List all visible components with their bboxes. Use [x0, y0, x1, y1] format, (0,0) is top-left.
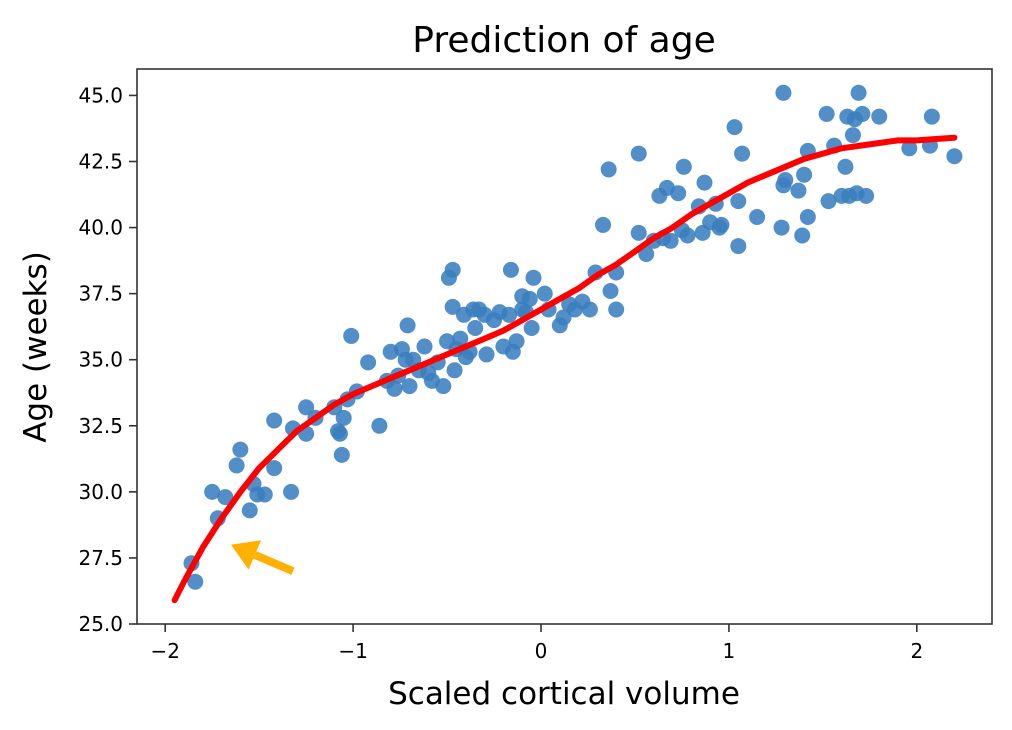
scatter-point: [256, 486, 273, 503]
scatter-point: [799, 209, 816, 225]
scatter-point: [444, 261, 461, 278]
scatter-point: [331, 425, 348, 442]
scatter-point: [502, 261, 519, 278]
y-tick-label: 42.5: [78, 150, 123, 174]
x-axis: −2 −1 0 1 2: [150, 624, 923, 663]
scatter-point: [555, 309, 572, 326]
scatter-point: [333, 446, 350, 463]
scatter-point: [777, 172, 794, 188]
scatter-point: [523, 320, 540, 336]
scatter-point: [581, 301, 598, 318]
y-tick-label: 40.0: [78, 216, 123, 240]
scatter-point: [467, 320, 484, 336]
scatter-point: [401, 378, 418, 395]
scatter-point: [837, 158, 854, 175]
scatter-point: [818, 105, 835, 122]
scatter-point: [730, 238, 747, 255]
scatter-point: [298, 399, 315, 416]
scatter-point: [452, 330, 469, 347]
y-tick-label: 45.0: [78, 83, 123, 107]
scatter-point: [187, 573, 204, 590]
chart-title: Prediction of age: [412, 20, 716, 61]
scatter-point: [670, 185, 687, 202]
y-axis: 25.0 27.5 30.0 32.5 35.0 37.5 40.0 42.5 45.0: [78, 83, 137, 636]
scatter-point: [790, 182, 807, 199]
scatter-point: [638, 246, 655, 262]
scatter-point: [241, 502, 258, 519]
scatter-point: [734, 145, 751, 162]
y-tick-label: 30.0: [78, 480, 123, 504]
scatter-point: [679, 227, 696, 244]
x-tick-label: −2: [150, 639, 179, 663]
scatter-point: [501, 306, 518, 323]
scatter-point: [416, 338, 433, 355]
scatter-point: [662, 232, 679, 249]
scatter-point: [508, 333, 525, 350]
scatter-point: [796, 166, 813, 183]
scatter-point: [858, 187, 875, 204]
scatter-point: [595, 216, 612, 233]
scatter-point: [775, 84, 792, 101]
scatter-point: [371, 417, 388, 434]
scatter-point: [525, 269, 542, 286]
scatter-point: [675, 158, 692, 175]
scatter-point: [232, 441, 249, 458]
scatter-point: [749, 209, 766, 225]
scatter-point: [794, 227, 811, 244]
scatter-point: [854, 105, 871, 122]
arrow-head: [231, 540, 262, 570]
scatter-point: [630, 224, 647, 241]
scatter-point: [946, 148, 963, 165]
scatter-point: [820, 193, 837, 210]
scatter-point: [713, 216, 730, 233]
scatter-point: [228, 457, 245, 474]
scatter-point: [536, 285, 553, 302]
scatter-point: [901, 140, 918, 157]
y-tick-label: 25.0: [78, 612, 123, 636]
x-axis-label: Scaled cortical volume: [388, 676, 740, 712]
scatter-point: [266, 412, 283, 429]
x-tick-label: −1: [338, 639, 367, 663]
scatter-point: [521, 290, 538, 307]
x-tick-label: 0: [535, 639, 548, 663]
y-tick-label: 32.5: [78, 414, 123, 438]
y-axis-label: Age (weeks): [18, 251, 54, 443]
scatter-point: [343, 327, 360, 344]
y-tick-label: 37.5: [78, 282, 123, 306]
scatter-point: [696, 174, 713, 191]
scatter-point: [478, 346, 495, 363]
scatter-point: [850, 84, 867, 101]
fit-line: [171, 134, 958, 604]
scatter-point: [266, 460, 283, 477]
scatter-point: [283, 483, 300, 500]
x-tick-label: 2: [910, 639, 923, 663]
arrow-annotation: [231, 540, 295, 575]
scatter-point: [923, 108, 940, 125]
plot-frame: [136, 68, 993, 625]
scatter-point: [399, 317, 416, 334]
scatter-point: [446, 362, 463, 379]
scatter-point: [204, 483, 221, 500]
x-tick-label: 1: [723, 639, 736, 663]
scatter-point: [844, 127, 861, 144]
y-tick-label: 35.0: [78, 348, 123, 372]
scatter-point: [444, 298, 461, 315]
scatter-point: [630, 145, 647, 162]
scatter-point: [600, 161, 617, 178]
scatter-point: [773, 219, 790, 236]
scatter-point: [217, 489, 234, 506]
scatter-point: [435, 378, 452, 395]
scatter-point: [608, 301, 625, 318]
scatter-point: [730, 193, 747, 210]
y-tick-label: 27.5: [78, 546, 123, 570]
scatter-point: [602, 283, 619, 299]
scatter-point: [871, 108, 888, 125]
arrow-shaft: [253, 551, 295, 575]
scatter-points: [183, 84, 963, 590]
scatter-point: [360, 354, 377, 371]
scatter-point: [726, 119, 743, 136]
scatter-point: [335, 409, 352, 426]
scatter-point: [386, 380, 403, 397]
